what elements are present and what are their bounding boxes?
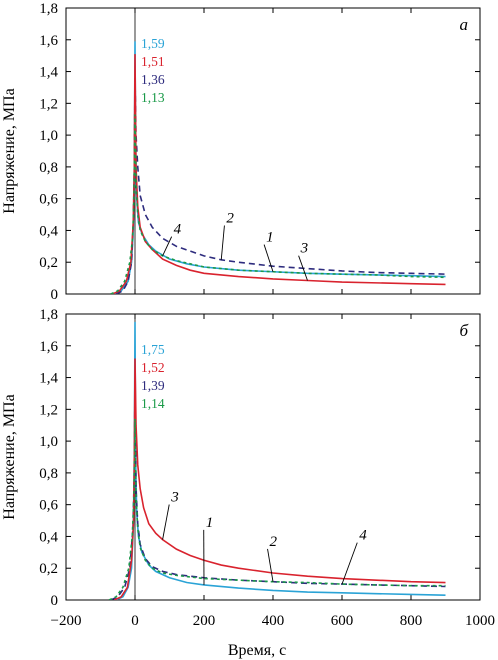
y-axis-label: Напряжение, МПа (1, 394, 18, 519)
curve-label-leader (341, 542, 358, 585)
x-tick-label: 800 (400, 613, 423, 629)
plot-frame (65, 313, 481, 601)
x-tick-label: 600 (331, 613, 354, 629)
peak-label: 1,13 (141, 90, 165, 105)
curve-label-leader (298, 255, 308, 281)
x-tick-label: 0 (131, 613, 139, 629)
panel-label: а (460, 15, 469, 34)
y-tick-label: 0,8 (39, 466, 58, 482)
y-tick-label: 1,6 (39, 33, 58, 49)
x-tick-label: 1000 (465, 613, 495, 629)
curve-label-leader (220, 225, 225, 260)
y-tick-label: 1,0 (39, 128, 58, 144)
y-tick-label: 0 (51, 593, 59, 609)
curve-label: 3 (300, 241, 309, 257)
plot-frame (65, 7, 481, 295)
y-tick-label: 0,4 (39, 529, 58, 545)
y-tick-label: 0,6 (39, 498, 58, 514)
curve-label-leader (267, 548, 274, 582)
x-tick-label: 400 (262, 613, 285, 629)
curve-label-leader (162, 504, 170, 540)
y-tick-label: 0,6 (39, 192, 58, 208)
y-tick-label: 1,2 (39, 96, 58, 112)
curve-label: 3 (170, 489, 179, 505)
y-tick-label: 1,4 (39, 371, 58, 387)
peak-label: 1,51 (141, 54, 165, 69)
curve-label: 1 (266, 230, 274, 246)
y-tick-label: 0 (51, 287, 59, 303)
y-tick-label: 1,8 (39, 307, 58, 323)
series-line-3 (113, 358, 446, 600)
chart-panel-a: 0 0,2 0,4 0,6 0,8 1,0 1,2 1,4 1,6 1,8 Напряжение, … (1, 1, 481, 303)
curve-label: 4 (174, 222, 182, 238)
series-line-4 (108, 418, 446, 600)
curve-label: 1 (206, 515, 214, 531)
x-axis-label: Время, с (228, 642, 286, 659)
peak-label: 1,14 (141, 396, 165, 411)
peak-label: 1,59 (141, 36, 165, 51)
series-line-2 (115, 77, 446, 294)
y-tick-label: 1,6 (39, 339, 58, 355)
chart-panel-b: −200 0 200 400 600 800 1000 0 0,2 0,4 0,6 0,8 1,0 1,2… (1, 307, 495, 629)
series-line-4 (110, 114, 446, 294)
y-tick-label: 0,4 (39, 223, 58, 239)
x-tick-label: −200 (51, 613, 82, 629)
y-tick-label: 1,0 (39, 434, 58, 450)
series-line-1 (115, 321, 446, 600)
curve-label-leader (263, 244, 274, 272)
curve-label-leader (162, 236, 173, 257)
y-tick-label: 1,8 (39, 1, 58, 17)
curve-label: 4 (359, 528, 367, 544)
y-tick-label: 0,2 (39, 255, 58, 271)
curve-label: 2 (270, 534, 278, 550)
peak-label: 1,52 (141, 360, 165, 375)
y-tick-label: 1,4 (39, 65, 58, 81)
peak-label: 1,75 (141, 342, 165, 357)
y-tick-label: 0,2 (39, 561, 58, 577)
y-axis-label: Напряжение, МПа (1, 88, 18, 213)
y-tick-label: 0,8 (39, 160, 58, 176)
peak-label: 1,36 (141, 72, 165, 87)
x-tick-label: 200 (193, 613, 216, 629)
panel-label: б (459, 321, 468, 340)
curve-label: 2 (226, 211, 234, 227)
series-line-2 (110, 379, 446, 600)
peak-label: 1,39 (141, 378, 165, 393)
y-tick-label: 1,2 (39, 402, 58, 418)
